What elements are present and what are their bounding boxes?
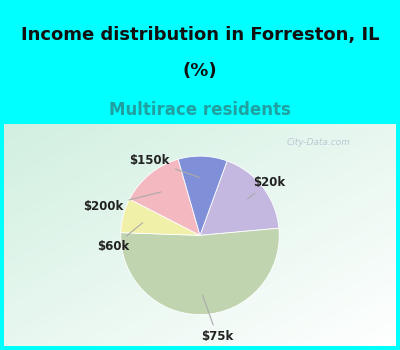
Text: $75k: $75k (201, 295, 234, 343)
Wedge shape (121, 228, 279, 315)
Wedge shape (121, 199, 200, 235)
Text: City-Data.com: City-Data.com (286, 138, 350, 147)
Text: $150k: $150k (130, 154, 199, 177)
Text: $60k: $60k (97, 223, 143, 253)
Wedge shape (178, 156, 227, 235)
Text: (%): (%) (183, 62, 217, 80)
Text: $200k: $200k (83, 192, 161, 213)
Text: $20k: $20k (248, 176, 286, 199)
Wedge shape (200, 161, 279, 235)
Wedge shape (130, 159, 200, 235)
Text: Multirace residents: Multirace residents (109, 101, 291, 119)
Text: Income distribution in Forreston, IL: Income distribution in Forreston, IL (21, 26, 379, 44)
